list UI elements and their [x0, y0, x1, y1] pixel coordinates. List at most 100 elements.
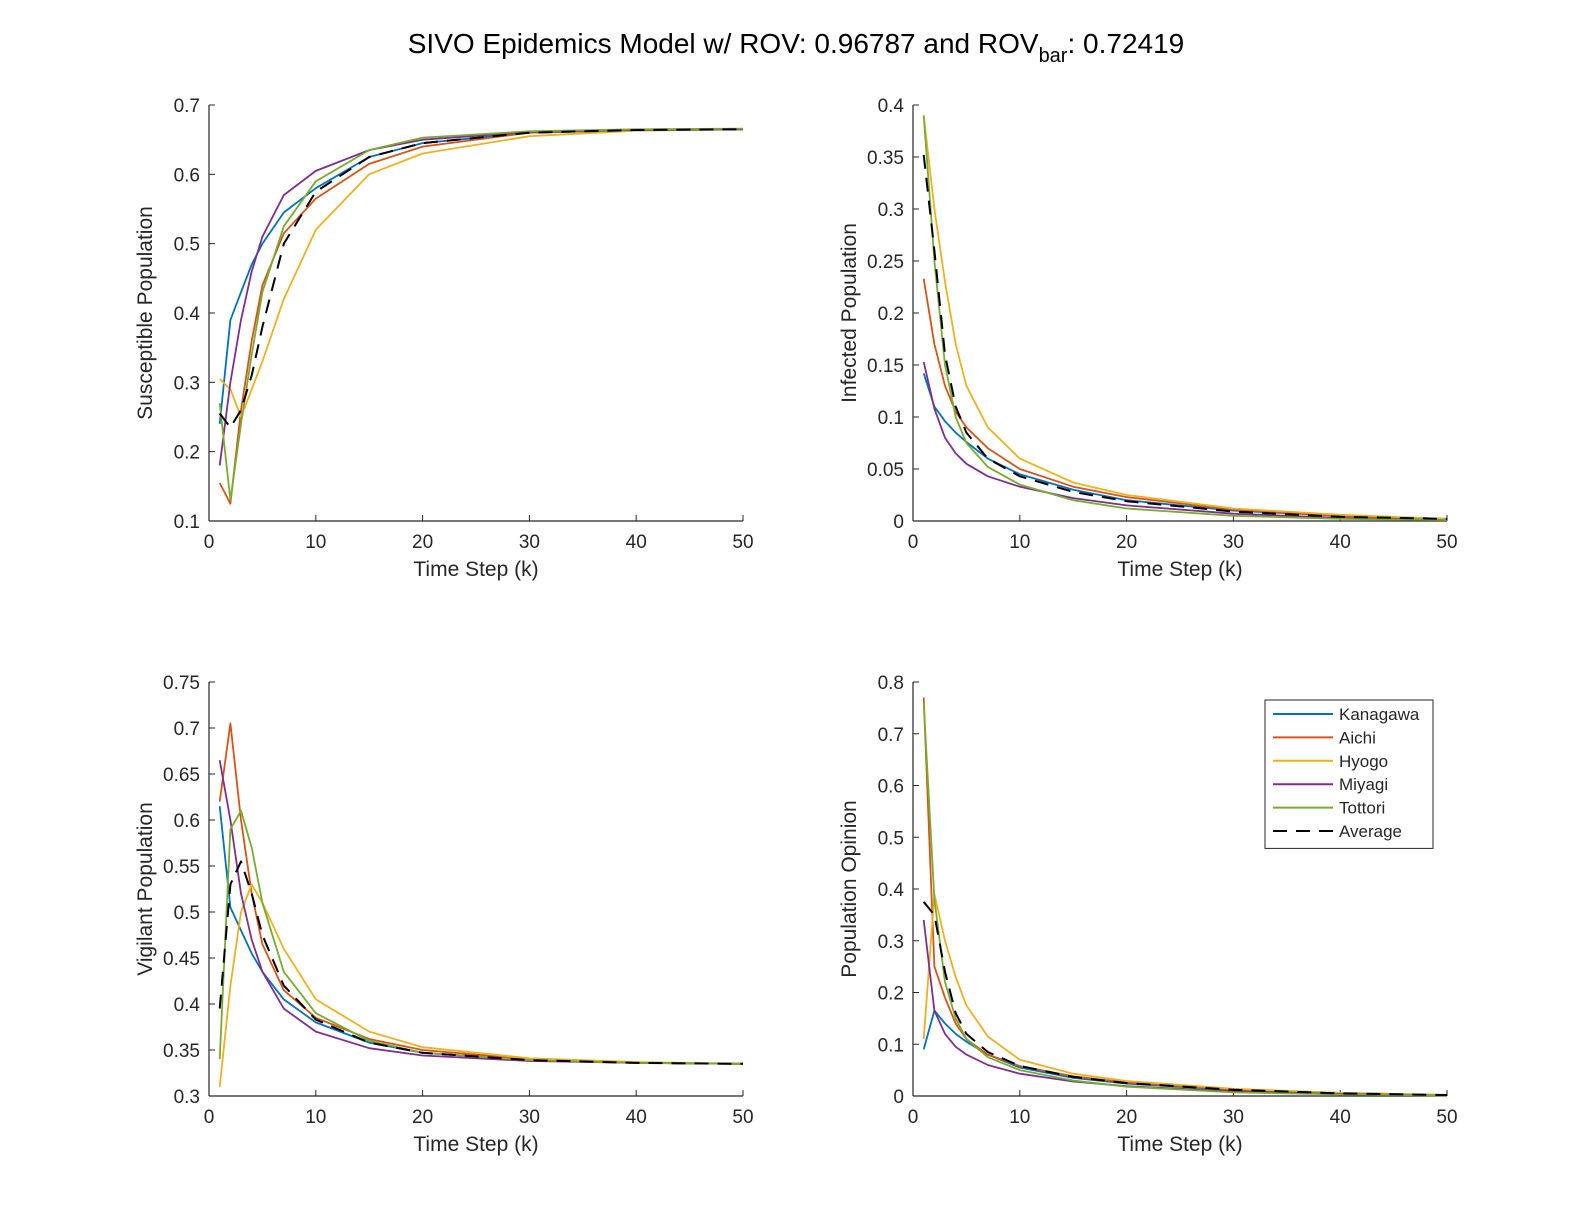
- title-suffix: : 0.72419: [1067, 28, 1185, 59]
- legend: Kanagawa Aichi Hyogo Miyagi Tottori Average: [1264, 699, 1434, 849]
- y-tick-label: 0: [893, 512, 904, 533]
- y-tick-label: 0.3: [174, 1087, 200, 1108]
- x-tick-label: 20: [412, 1107, 433, 1128]
- x-tick-label: 10: [305, 532, 326, 553]
- y-tick-label: 0.4: [878, 880, 905, 901]
- x-tick-label: 50: [1436, 532, 1457, 553]
- series-line-average: [218, 860, 744, 1065]
- series-line-kanagawa: [218, 128, 744, 424]
- legend-label-miyagi: Miyagi: [1339, 775, 1388, 794]
- x-tick-label: 30: [519, 532, 540, 553]
- y-tick-label: 0.2: [878, 304, 904, 325]
- y-tick-label: 0.4: [174, 995, 201, 1016]
- y-tick-label: 0.3: [878, 932, 904, 953]
- y-tick-label: 0.55: [163, 857, 200, 878]
- chart-infected: 0 10 20 30 40 50 0 0.05 0.1 0.15 0.2 0.25 0.3 0.35 0.4…: [838, 96, 1458, 581]
- y-tick-label: 0.3: [878, 200, 904, 221]
- y-tick-label: 0.4: [174, 304, 201, 325]
- series-line-miyagi: [922, 919, 1448, 1097]
- y-axis-label: Vigilant Population: [134, 802, 157, 976]
- y-tick-label: 0.15: [867, 356, 904, 377]
- series-line-aichi: [218, 128, 744, 505]
- y-tick-label: 0.05: [867, 460, 904, 481]
- series-line-tottori: [922, 702, 1448, 1097]
- y-tick-label: 0.7: [878, 725, 904, 746]
- legend-label-tottori: Tottori: [1339, 799, 1385, 818]
- y-tick-label: 0.7: [174, 719, 200, 740]
- y-tick-label: 0.4: [878, 96, 905, 117]
- x-tick-label: 20: [412, 532, 433, 553]
- x-axis-label: Time Step (k): [1117, 1133, 1242, 1156]
- series-line-aichi: [922, 278, 1448, 520]
- y-tick-label: 0.1: [878, 1035, 904, 1056]
- series-line-kanagawa: [922, 1009, 1448, 1096]
- x-tick-label: 0: [204, 532, 215, 553]
- y-tick-label: 0.8: [878, 673, 904, 694]
- series-line-average: [218, 128, 744, 429]
- series-line-aichi: [218, 722, 744, 1065]
- series-line-hyogo: [922, 115, 1448, 520]
- chart-opinion: 0 10 20 30 40 50 0 0.1 0.2 0.3 0.4 0.5 0.6 0.7 0.8 Time…: [838, 673, 1458, 1156]
- x-tick-label: 30: [519, 1107, 540, 1128]
- x-tick-label: 40: [626, 532, 647, 553]
- figure-title: SIVO Epidemics Model w/ ROV: 0.96787 and…: [0, 28, 1592, 68]
- series-line-average: [922, 901, 1448, 1096]
- chart-vigilant: 0 10 20 30 40 50 0.3 0.35 0.4 0.45 0.5 0.55 0.6 0.65 0…: [134, 673, 754, 1156]
- x-tick-label: 40: [1330, 532, 1351, 553]
- x-tick-label: 0: [204, 1107, 215, 1128]
- y-tick-label: 0.65: [163, 765, 200, 786]
- legend-label-kanagawa: Kanagawa: [1339, 705, 1420, 724]
- x-tick-label: 10: [305, 1107, 326, 1128]
- y-tick-label: 0.25: [867, 252, 904, 273]
- y-tick-label: 0.6: [878, 777, 904, 798]
- series-line-hyogo: [218, 883, 744, 1087]
- series-line-kanagawa: [922, 373, 1448, 520]
- y-tick-label: 0.75: [163, 673, 200, 694]
- y-tick-label: 0.5: [878, 828, 904, 849]
- y-axis-label: Infected Population: [838, 223, 861, 403]
- y-axis-label: Susceptible Population: [134, 206, 157, 420]
- chart-susceptible: 0 10 20 30 40 50 0.1 0.2 0.3 0.4 0.5 0.6 0.7 Time Ste…: [134, 96, 754, 581]
- x-tick-label: 50: [732, 532, 753, 553]
- legend-label-aichi: Aichi: [1339, 728, 1376, 747]
- x-tick-label: 30: [1223, 1107, 1244, 1128]
- y-axis-label: Population Opinion: [838, 800, 861, 977]
- y-tick-label: 0.45: [163, 949, 200, 970]
- x-tick-label: 20: [1116, 532, 1137, 553]
- x-tick-label: 40: [626, 1107, 647, 1128]
- x-tick-label: 0: [908, 1107, 919, 1128]
- x-tick-label: 10: [1009, 1107, 1030, 1128]
- series-line-average: [922, 154, 1448, 520]
- y-tick-label: 0.6: [174, 165, 200, 186]
- series-line-miyagi: [218, 128, 744, 466]
- x-tick-label: 30: [1223, 532, 1244, 553]
- legend-box: [1264, 699, 1434, 849]
- y-tick-label: 0.1: [174, 512, 200, 533]
- y-tick-label: 0.2: [878, 984, 904, 1005]
- x-tick-label: 50: [732, 1107, 753, 1128]
- series-line-miyagi: [922, 361, 1448, 521]
- y-tick-label: 0: [893, 1087, 904, 1108]
- title-prefix: SIVO Epidemics Model w/ ROV: 0.96787 and…: [407, 28, 1039, 59]
- x-tick-label: 20: [1116, 1107, 1137, 1128]
- series-line-tottori: [218, 809, 744, 1065]
- legend-label-hyogo: Hyogo: [1339, 752, 1388, 771]
- x-axis-label: Time Step (k): [413, 1133, 538, 1156]
- y-tick-label: 0.5: [174, 903, 200, 924]
- y-tick-label: 0.35: [867, 148, 904, 169]
- x-tick-label: 50: [1436, 1107, 1457, 1128]
- y-tick-label: 0.3: [174, 373, 200, 394]
- series-line-hyogo: [219, 128, 744, 418]
- y-tick-label: 0.1: [878, 408, 904, 429]
- series-line-miyagi: [218, 760, 744, 1065]
- title-subscript: bar: [1038, 45, 1068, 67]
- x-tick-label: 10: [1009, 532, 1030, 553]
- series-line-hyogo: [922, 893, 1448, 1096]
- y-tick-label: 0.7: [174, 96, 200, 117]
- x-axis-label: Time Step (k): [413, 558, 538, 581]
- y-tick-label: 0.5: [174, 235, 200, 256]
- x-tick-label: 40: [1330, 1107, 1351, 1128]
- y-tick-label: 0.2: [174, 443, 200, 464]
- y-tick-label: 0.35: [163, 1041, 200, 1062]
